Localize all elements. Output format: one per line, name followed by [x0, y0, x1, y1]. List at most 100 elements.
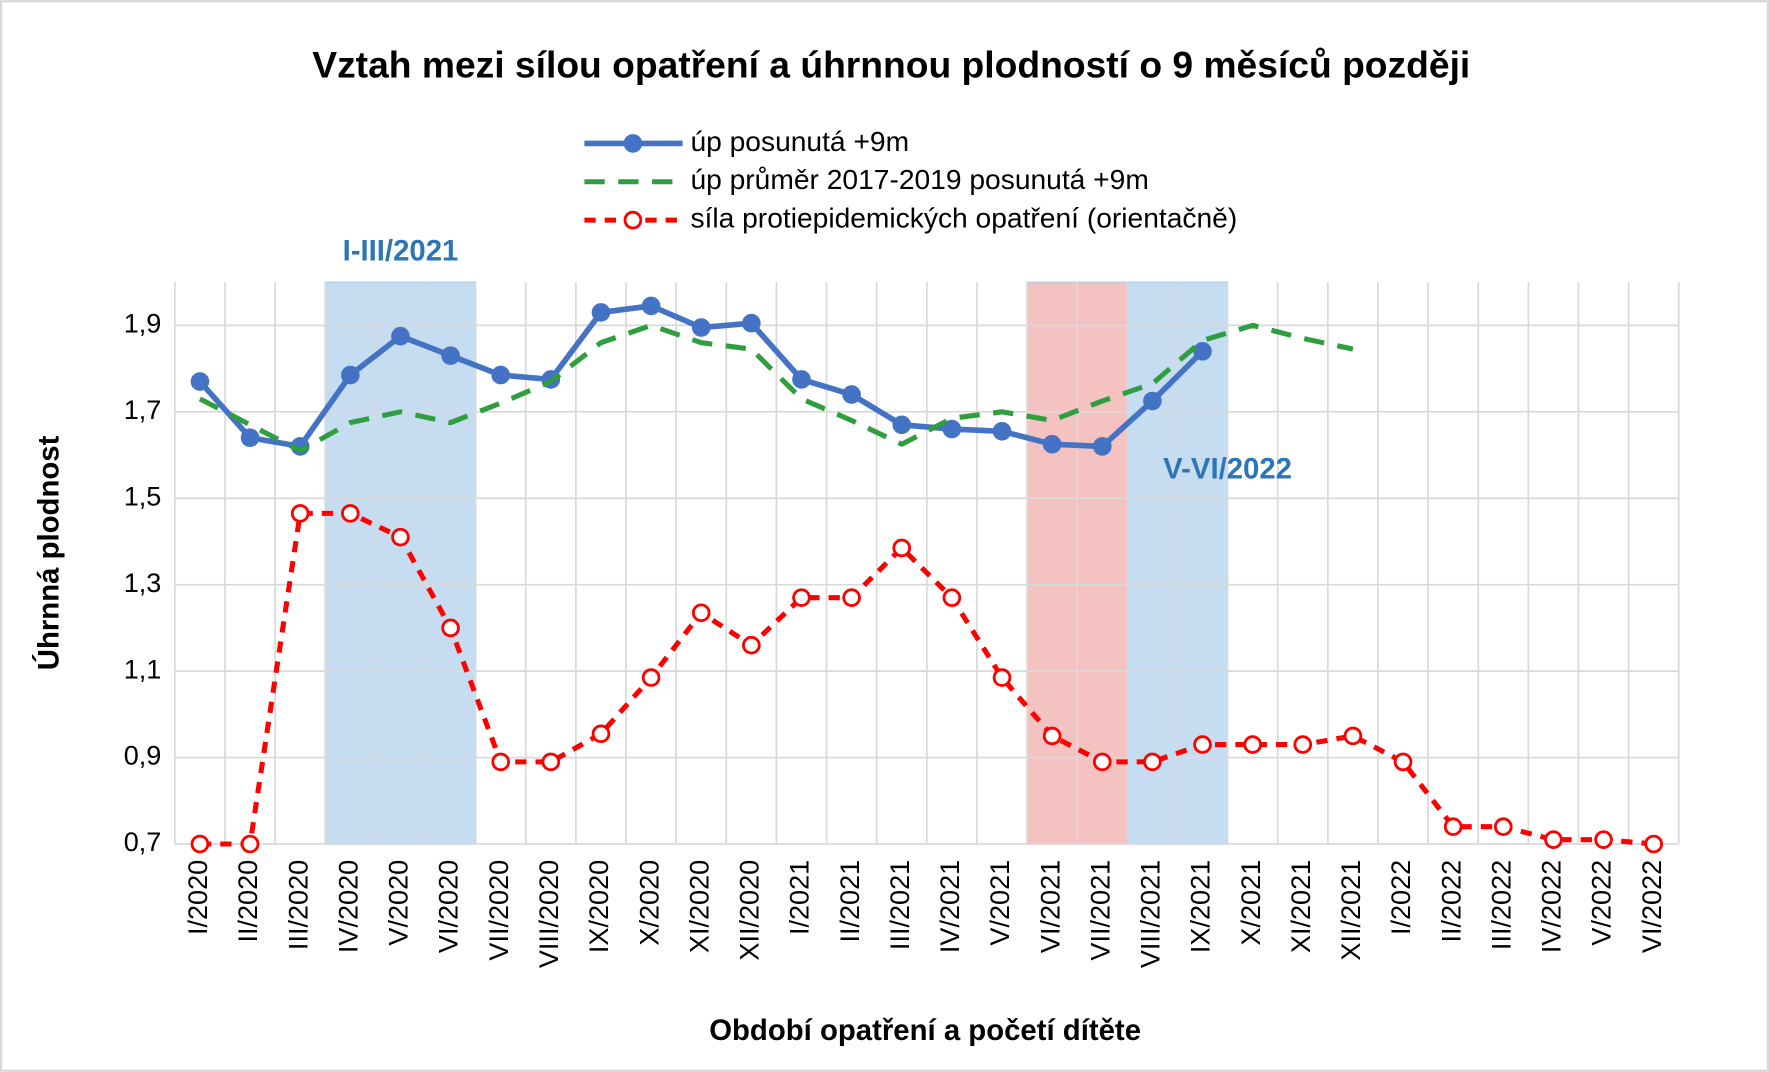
x-tick-label: VII/2021: [1084, 860, 1115, 961]
data-point: [541, 752, 561, 772]
x-tick-label: III/2022: [1485, 860, 1516, 950]
data-point: [190, 372, 210, 391]
x-tick-label: II/2020: [232, 860, 263, 943]
data-point: [1092, 752, 1112, 772]
x-tick-label: XI/2021: [1285, 860, 1316, 953]
data-point: [1193, 735, 1212, 754]
data-point: [441, 618, 460, 638]
data-point: [1143, 752, 1162, 772]
y-tick-label: 1,1: [124, 653, 162, 684]
x-tick-label: XII/2020: [734, 860, 765, 961]
x-tick-label: VIII/2021: [1135, 860, 1166, 968]
y-tick-label: 1,5: [124, 480, 162, 511]
data-point: [591, 724, 611, 744]
x-tick-label: III/2021: [884, 860, 915, 950]
data-point: [240, 834, 260, 854]
x-tick-label: V/2020: [383, 860, 414, 946]
legend-label: úp posunutá +9m: [690, 125, 909, 157]
x-tick-label: I/2022: [1385, 860, 1416, 935]
x-axis-label: Období opatření a početí dítěte: [709, 1014, 1141, 1047]
x-tick-label: I/2021: [784, 860, 815, 935]
x-tick-label: IV/2022: [1536, 860, 1567, 953]
data-point: [1293, 735, 1313, 754]
data-point: [942, 588, 962, 607]
data-point: [1393, 752, 1413, 772]
data-point: [1042, 434, 1062, 454]
data-point: [190, 834, 210, 854]
y-tick-label: 1,3: [124, 567, 162, 598]
data-point: [391, 326, 410, 346]
data-point: [1493, 817, 1513, 837]
data-point: [1042, 726, 1062, 746]
series-line: [198, 322, 1354, 454]
data-point: [1343, 726, 1363, 746]
data-point: [1443, 817, 1463, 837]
x-tick-label: I/2020: [182, 860, 213, 935]
data-point: [641, 668, 661, 687]
series-line: [199, 510, 1654, 847]
x-tick-label: VI/2021: [1034, 860, 1065, 953]
data-point: [1644, 834, 1663, 854]
data-point: [892, 538, 912, 558]
chart-title: Vztah mezi sílou opatření a úhrnnou plod…: [312, 44, 1470, 86]
x-tick-label: IX/2020: [583, 860, 614, 953]
x-tick-label: V/2021: [984, 860, 1015, 946]
data-point: [290, 504, 310, 523]
data-point: [842, 385, 861, 404]
x-tick-label: VII/2020: [483, 860, 514, 961]
x-tick-label: II/2022: [1435, 860, 1466, 943]
data-point: [641, 296, 661, 316]
y-tick-label: 1,7: [124, 394, 162, 425]
data-point: [1143, 391, 1162, 411]
data-point: [1544, 830, 1563, 849]
y-tick-label: 0,9: [124, 740, 162, 771]
x-tick-label: VIII/2020: [533, 860, 564, 968]
legend-marker: [623, 210, 643, 230]
data-point: [742, 313, 761, 333]
legend-label: síla protiepidemických opatření (orienta…: [690, 202, 1237, 234]
data-point: [691, 318, 711, 337]
y-axis-label: Úhrnná plodnost: [32, 435, 66, 670]
x-tick-label: IV/2021: [934, 860, 965, 953]
x-tick-label: VI/2020: [433, 860, 464, 953]
band-label: I-III/2021: [343, 235, 459, 268]
data-point: [992, 421, 1012, 441]
data-point: [992, 668, 1012, 687]
data-point: [742, 635, 761, 655]
data-point: [942, 419, 962, 439]
x-tick-label: II/2021: [834, 860, 865, 943]
data-point: [341, 365, 360, 385]
data-point: [391, 527, 410, 547]
x-tick-label: VI/2022: [1636, 860, 1667, 953]
x-tick-label: X/2020: [633, 860, 664, 946]
data-point: [1193, 341, 1212, 361]
legend-label: úp průměr 2017-2019 posunutá +9m: [690, 163, 1148, 195]
y-tick-label: 0,7: [124, 826, 162, 857]
legend-marker: [623, 134, 643, 153]
data-point: [1092, 437, 1112, 456]
band-label: V-VI/2022: [1163, 452, 1292, 485]
data-point: [491, 752, 511, 772]
data-point: [691, 603, 711, 623]
data-point: [491, 365, 511, 385]
data-point: [892, 415, 912, 435]
data-point: [591, 303, 611, 322]
data-point: [341, 504, 360, 523]
data-point: [792, 588, 811, 607]
x-tick-label: XI/2020: [683, 860, 714, 953]
x-tick-label: IX/2021: [1185, 860, 1216, 953]
data-point: [441, 346, 460, 365]
data-point: [842, 588, 861, 607]
x-tick-label: V/2022: [1586, 860, 1617, 946]
x-tick-label: III/2020: [282, 860, 313, 950]
data-point: [1243, 735, 1262, 754]
x-tick-label: IV/2020: [332, 860, 363, 953]
data-point: [1594, 830, 1613, 849]
y-tick-label: 1,9: [124, 308, 162, 339]
x-tick-label: XII/2021: [1335, 860, 1366, 961]
data-point: [240, 428, 260, 448]
data-point: [792, 370, 811, 389]
x-tick-label: X/2021: [1235, 860, 1266, 946]
